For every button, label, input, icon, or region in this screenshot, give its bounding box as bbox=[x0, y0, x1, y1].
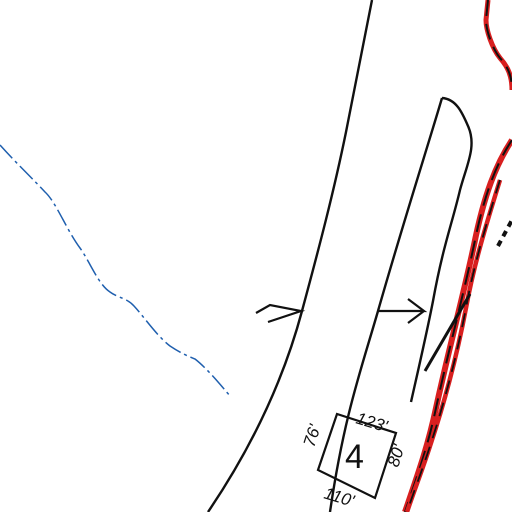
stream-line bbox=[0, 144, 231, 397]
lot-top-dimension: 123' bbox=[354, 409, 391, 437]
boundary-connector bbox=[423, 293, 472, 372]
lot-number: 4 bbox=[345, 438, 364, 476]
left-boundary-mark bbox=[255, 303, 306, 324]
highlighted-parcel-boundary-inner-dash bbox=[406, 179, 501, 512]
road-left-line bbox=[207, 0, 374, 512]
boundary-dash-fragment bbox=[496, 219, 512, 247]
highlighted-parcel-boundary-lower-dash bbox=[404, 139, 512, 512]
road-upper-bulge bbox=[409, 96, 473, 403]
lot-right-dimension: 80' bbox=[384, 442, 409, 470]
right-boundary-mark bbox=[377, 298, 428, 324]
lot-left-dimension: 76' bbox=[300, 422, 325, 450]
highlighted-parcel-boundary-dash bbox=[484, 0, 512, 91]
lot-outline bbox=[316, 412, 398, 500]
highlighted-parcel-boundary bbox=[483, 0, 512, 91]
